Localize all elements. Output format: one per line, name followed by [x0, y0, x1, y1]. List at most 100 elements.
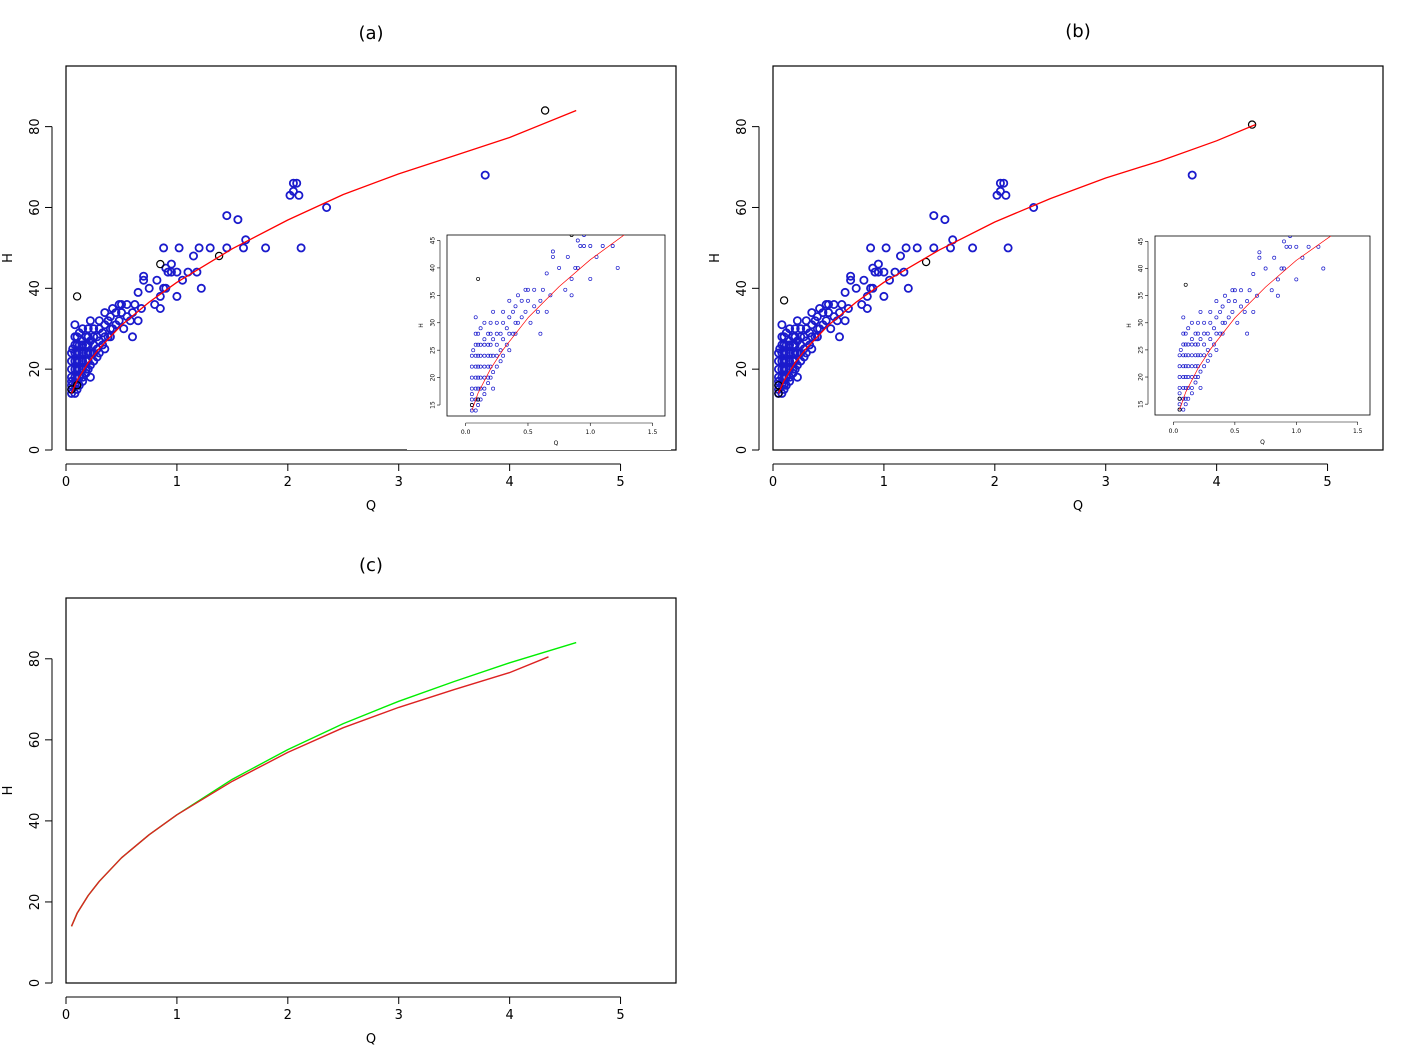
inset-data-point — [1181, 375, 1186, 379]
inset-data-point — [550, 254, 555, 259]
inset-data-point — [1232, 299, 1237, 304]
y-tick-label: 60 — [28, 199, 43, 216]
inset-data-point — [538, 331, 543, 336]
inset-data-point — [498, 359, 503, 364]
inset-highlighted-point — [476, 276, 481, 281]
data-point — [100, 332, 110, 342]
inset-data-point — [488, 353, 493, 358]
inset-data-point — [1212, 326, 1216, 331]
inset-data-point — [1178, 347, 1183, 352]
highlighted-point — [1247, 120, 1257, 129]
inset-data-point — [1208, 337, 1213, 342]
inset-data-point — [473, 331, 478, 336]
inset-data-point — [478, 397, 483, 402]
data-point — [139, 275, 149, 285]
inset-y-tick-label: 15 — [429, 401, 436, 409]
data-point — [785, 324, 795, 334]
inset-data-point — [1198, 353, 1203, 358]
inset-highlighted-point — [1177, 396, 1182, 401]
inset-data-point — [1288, 244, 1293, 249]
inset-y-tick-label: 20 — [429, 374, 436, 382]
inset-data-point — [478, 364, 483, 369]
inset-data-point — [1272, 255, 1277, 260]
data-point — [127, 332, 137, 342]
x-tick-label: 1 — [173, 475, 181, 490]
data-point — [78, 356, 88, 366]
x-axis-title: Q — [366, 1032, 376, 1047]
inset-data-point — [516, 293, 520, 298]
inset-data-point — [1186, 396, 1191, 401]
inset-data-point — [557, 265, 562, 270]
highlighted-point — [156, 259, 165, 269]
y-tick-label: 60 — [28, 732, 43, 749]
data-point — [78, 324, 88, 334]
data-point — [879, 291, 889, 301]
inset-data-point — [582, 244, 586, 248]
inset-data-point — [1186, 385, 1191, 390]
inset-data-point — [1193, 380, 1198, 385]
inset-data-point — [1263, 266, 1268, 271]
data-point — [89, 324, 99, 334]
inset-data-point — [494, 353, 499, 358]
inset-x-tick-label: 0.5 — [523, 429, 533, 436]
inset-data-point — [1220, 331, 1225, 336]
inset-data-point — [1220, 304, 1225, 309]
fit-curve — [777, 123, 1256, 394]
inset-data-point — [1186, 353, 1191, 358]
inset-plot: 0.0 0.5 1.0 1.5 15 20 25 30 35 40 45 Q H — [1115, 230, 1376, 449]
inset-data-point — [1177, 375, 1182, 379]
inset-data-point — [473, 386, 478, 391]
data-point — [261, 243, 271, 253]
y-tick-label: 40 — [28, 813, 43, 830]
inset-y-tick-label: 35 — [1137, 292, 1144, 300]
inset-data-point — [575, 265, 580, 270]
inset-highlighted-point — [569, 235, 574, 237]
inset-data-point — [1183, 353, 1188, 358]
inset-data-point — [478, 375, 483, 380]
inset-highlighted-point — [1177, 407, 1182, 412]
panel-title: (b) — [1065, 21, 1090, 42]
data-point — [901, 243, 911, 253]
inset-data-point — [473, 342, 478, 347]
data-point — [792, 316, 802, 326]
data-point — [879, 267, 889, 277]
inset-data-point — [478, 386, 483, 391]
inset-data-point — [1208, 309, 1213, 314]
data-point — [166, 259, 176, 269]
inset-data-point — [494, 342, 499, 347]
inset-data-point — [486, 364, 491, 369]
inset-data-point — [482, 364, 487, 369]
data-point — [78, 340, 88, 350]
inset-data-point — [1282, 239, 1286, 244]
x-axis-title: Q — [1073, 499, 1083, 514]
inset-data-point — [1181, 315, 1186, 320]
data-point — [846, 275, 856, 285]
inset-data-point — [491, 386, 496, 391]
inset-data-point — [1196, 342, 1200, 347]
inset-data-point — [1202, 320, 1207, 325]
y-tick-label: 40 — [735, 280, 750, 297]
inset-data-point — [526, 298, 530, 303]
inset-data-point — [1223, 320, 1227, 325]
inset-data-point — [1205, 347, 1210, 352]
inset-data-point — [1189, 337, 1194, 342]
inset-data-point — [491, 337, 496, 342]
inset-data-point — [1245, 331, 1250, 336]
x-tick-label: 5 — [616, 475, 624, 490]
inset-data-point — [1205, 331, 1210, 336]
inset-data-point — [476, 342, 481, 347]
y-tick-label: 0 — [28, 446, 43, 454]
x-tick-label: 0 — [62, 475, 70, 490]
inset-data-point — [1202, 353, 1207, 358]
inset-y-tick-label: 25 — [429, 346, 436, 354]
inset-fit-curve — [471, 235, 625, 411]
inset-data-point — [1230, 309, 1235, 314]
inset-data-point — [473, 375, 478, 380]
plot-frame — [65, 597, 677, 984]
inset-data-point — [1275, 293, 1280, 298]
inset-data-point — [1183, 342, 1188, 347]
fit-curve — [70, 109, 577, 394]
data-point — [100, 344, 110, 354]
inset-data-point — [1202, 364, 1207, 369]
inset-data-point — [1288, 236, 1293, 238]
